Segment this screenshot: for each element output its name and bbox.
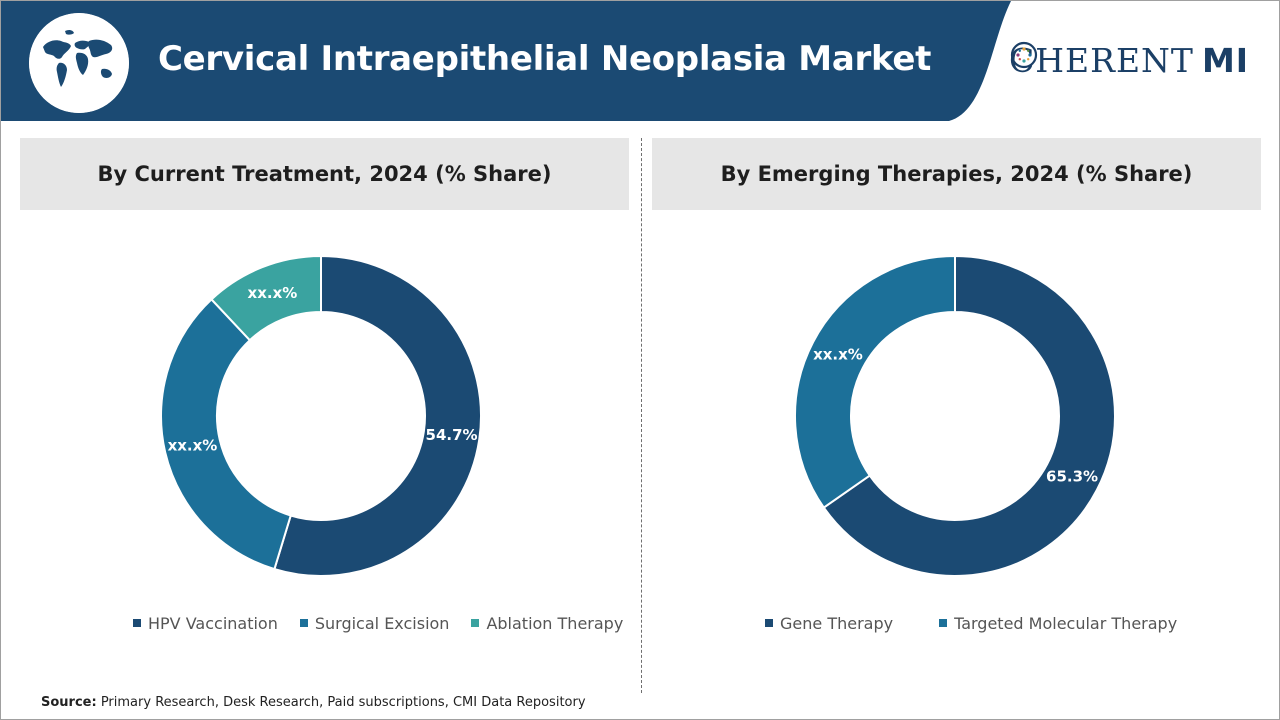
legend-item-surgical-excision: Surgical Excision — [299, 613, 450, 633]
source-text: Primary Research, Desk Research, Paid su… — [96, 695, 586, 710]
donut-slice-hpv-vaccination — [273, 254, 482, 577]
emerging-therapies-legend: Gene Therapy Targeted Molecular Therapy — [765, 612, 1223, 634]
slice-label-hpv-vaccination: 54.7% — [426, 426, 478, 444]
brand-logo: C HERENT MI — [1009, 41, 1249, 81]
current-treatment-legend: HPV Vaccination Surgical Excision Ablation… — [133, 612, 645, 634]
header-shape — [1, 1, 1011, 121]
slice-label-surgical-excision: xx.x% — [168, 437, 218, 455]
donut-slice-ablation-therapy — [210, 254, 322, 342]
donut-slice-targeted-molecular-therapy — [794, 254, 956, 509]
current-treatment-donut-chart: 54.7% xx.x% xx.x% — [160, 254, 482, 577]
legend-label: Surgical Excision — [314, 613, 450, 633]
legend-label: Targeted Molecular Therapy — [954, 613, 1178, 633]
legend-label: Ablation Therapy — [486, 613, 624, 633]
slice-label-gene-therapy: 65.3% — [1046, 468, 1098, 486]
source-note: Source: Primary Research, Desk Research,… — [41, 695, 586, 710]
left-panel-heading: By Current Treatment, 2024 (% Share) — [20, 138, 629, 210]
header-bar: Cervical Intraepithelial Neoplasia Marke… — [1, 1, 1279, 121]
panel-divider — [641, 138, 642, 693]
slice-label-targeted-molecular-therapy: xx.x% — [813, 345, 863, 363]
legend-item-hpv-vaccination: HPV Vaccination — [133, 614, 278, 633]
legend-swatch — [133, 619, 141, 627]
legend-label: Gene Therapy — [780, 613, 894, 633]
legend-item-targeted-molecular-therapy: Targeted Molecular Therapy — [939, 614, 1177, 633]
legend-item-gene-therapy: Gene Therapy — [765, 614, 893, 633]
logo-o-icon — [1010, 41, 1038, 69]
emerging-therapies-donut-chart: 65.3% xx.x% — [794, 254, 1116, 577]
world-map-icon — [29, 13, 129, 113]
right-panel-heading: By Emerging Therapies, 2024 (% Share) — [652, 138, 1261, 210]
legend-item-ablation-therapy: Ablation Therapy — [471, 614, 623, 633]
legend-label: HPV Vaccination — [148, 613, 278, 633]
legend-swatch — [939, 619, 948, 627]
slice-label-ablation-therapy: xx.x% — [248, 284, 298, 302]
legend-swatch — [299, 619, 308, 627]
legend-swatch — [471, 619, 480, 627]
donut-slice-gene-therapy — [822, 254, 1116, 577]
logo-text: HERENT — [1035, 41, 1194, 80]
source-label: Source: — [41, 695, 97, 710]
page-title: Cervical Intraepithelial Neoplasia Marke… — [158, 39, 932, 79]
donut-slice-surgical-excision — [160, 297, 292, 571]
legend-swatch — [765, 619, 773, 627]
logo-mi: MI — [1201, 41, 1250, 80]
